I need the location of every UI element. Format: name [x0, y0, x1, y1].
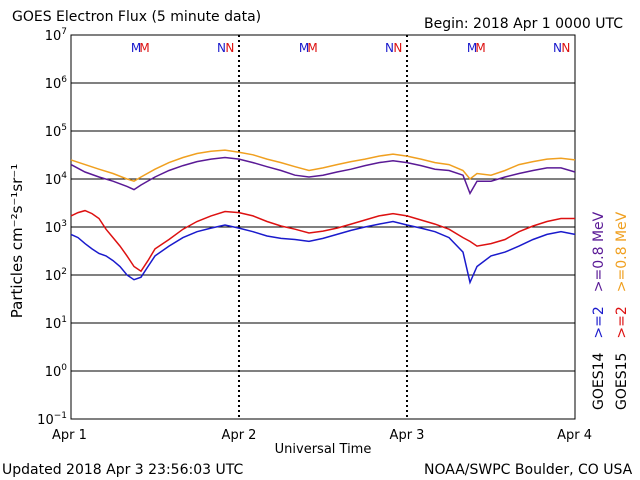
credit-text: NOAA/SWPC Boulder, CO USA	[424, 462, 633, 478]
marker-label: N	[225, 41, 234, 55]
marker-label: N	[553, 41, 562, 55]
marker-label: M	[467, 41, 477, 55]
marker-label: N	[561, 41, 570, 55]
legend-entry: GOES15>=2>=0.8 MeV	[614, 211, 630, 410]
x-tick-label: Apr 4	[557, 428, 592, 443]
chart-title: GOES Electron Flux (5 minute data)	[12, 9, 262, 25]
y-axis-label: Particles cm⁻²s⁻¹sr⁻¹	[8, 164, 26, 318]
x-axis-label: Universal Time	[275, 442, 372, 457]
marker-label: M	[307, 41, 317, 55]
x-tick-label: Apr 1	[52, 428, 87, 443]
series-line	[70, 149, 576, 183]
marker-label: N	[217, 41, 226, 55]
x-tick-label: Apr 3	[390, 428, 425, 443]
x-tick-label: Apr 2	[222, 428, 257, 443]
updated-timestamp: Updated 2018 Apr 3 23:56:03 UTC	[2, 462, 244, 478]
marker-label: N	[385, 41, 394, 55]
marker-label: N	[393, 41, 402, 55]
y-tick-label: 105	[45, 123, 67, 140]
marker-label: M	[475, 41, 485, 55]
marker-label: M	[299, 41, 309, 55]
y-tick-label: 103	[45, 219, 67, 236]
y-tick-label: 10−1	[37, 411, 67, 428]
series-line	[70, 156, 576, 196]
y-tick-label: 107	[45, 27, 67, 44]
y-tick-label: 104	[45, 171, 68, 188]
y-tick-label: 100	[45, 363, 68, 380]
legend-entry: GOES14>=2>=0.8 MeV	[591, 211, 607, 410]
series-line	[70, 220, 576, 285]
marker-label: M	[139, 41, 149, 55]
marker-label: M	[131, 41, 141, 55]
y-tick-label: 102	[45, 267, 67, 284]
begin-date: Begin: 2018 Apr 1 0000 UTC	[424, 16, 623, 32]
series-line	[70, 209, 575, 273]
y-tick-label: 106	[45, 75, 68, 92]
y-tick-label: 101	[45, 315, 67, 332]
